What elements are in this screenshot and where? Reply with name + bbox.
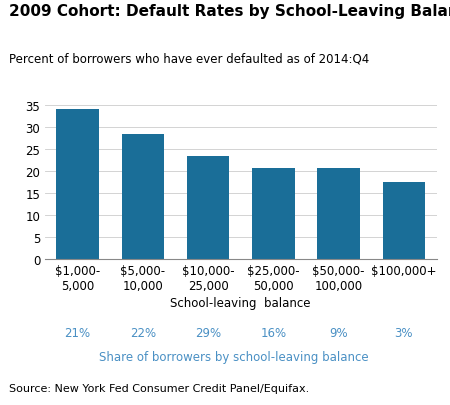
Text: Share of borrowers by school-leaving balance: Share of borrowers by school-leaving bal… bbox=[99, 350, 369, 363]
Bar bbox=[317, 169, 360, 259]
Text: Source: New York Fed Consumer Credit Panel/Equifax.: Source: New York Fed Consumer Credit Pan… bbox=[9, 383, 309, 393]
Bar bbox=[382, 183, 425, 259]
Bar bbox=[122, 134, 164, 259]
Text: 16%: 16% bbox=[260, 326, 287, 339]
Text: 9%: 9% bbox=[329, 326, 348, 339]
Text: 3%: 3% bbox=[395, 326, 413, 339]
X-axis label: School-leaving  balance: School-leaving balance bbox=[171, 296, 311, 309]
Text: Percent of borrowers who have ever defaulted as of 2014:Q4: Percent of borrowers who have ever defau… bbox=[9, 53, 369, 66]
Bar bbox=[252, 168, 295, 259]
Text: 22%: 22% bbox=[130, 326, 156, 339]
Text: 2009 Cohort: Default Rates by School-Leaving Balance: 2009 Cohort: Default Rates by School-Lea… bbox=[9, 4, 450, 19]
Bar bbox=[56, 110, 99, 259]
Bar bbox=[187, 156, 230, 259]
Text: 29%: 29% bbox=[195, 326, 221, 339]
Text: 21%: 21% bbox=[64, 326, 91, 339]
